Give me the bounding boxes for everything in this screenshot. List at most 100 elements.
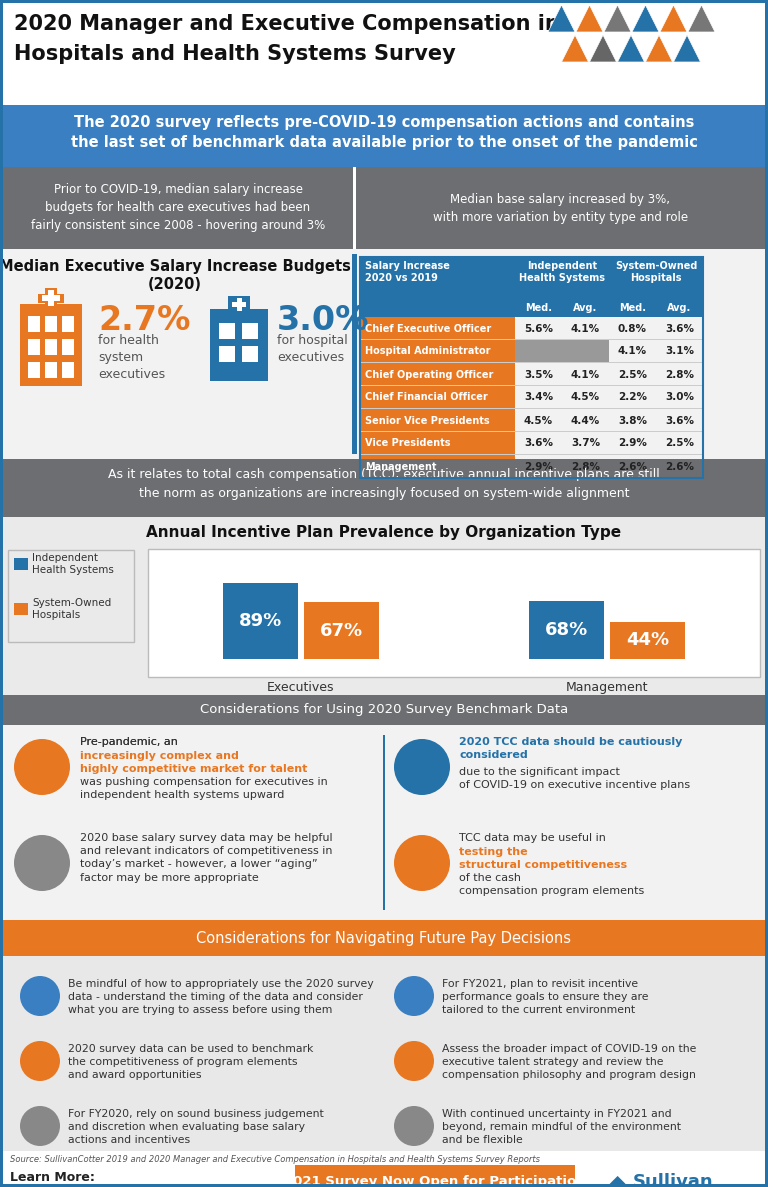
Circle shape (394, 1041, 434, 1081)
Text: 5.6%: 5.6% (524, 324, 553, 334)
Bar (656, 386, 703, 410)
Text: 3.8%: 3.8% (618, 415, 647, 425)
Bar (219, 345, 235, 362)
Text: Chief Executive Officer: Chief Executive Officer (365, 324, 492, 334)
Bar (515, 386, 562, 410)
Bar (232, 301, 246, 307)
Text: of the cash
compensation program elements: of the cash compensation program element… (459, 872, 644, 896)
Bar (28, 316, 40, 332)
Bar (609, 363, 656, 386)
Bar (562, 455, 609, 478)
Text: Learn More:: Learn More: (10, 1172, 95, 1183)
Bar (515, 432, 562, 455)
Bar (360, 258, 703, 478)
Text: Median base salary increased by 3%,
with more variation by entity type and role: Median base salary increased by 3%, with… (433, 192, 688, 223)
Polygon shape (660, 5, 687, 32)
Polygon shape (590, 34, 617, 62)
Bar (3, 167, 353, 249)
Bar (0, 459, 768, 518)
Text: 4.1%: 4.1% (618, 347, 647, 356)
Text: 2020 TCC data should be cautiously
considered: 2020 TCC data should be cautiously consi… (459, 737, 683, 760)
Text: Sullivan: Sullivan (633, 1173, 713, 1187)
Bar (242, 345, 258, 362)
Text: 4.4%: 4.4% (571, 415, 600, 425)
Text: With continued uncertainty in FY2021 and
beyond, remain mindful of the environme: With continued uncertainty in FY2021 and… (442, 1109, 681, 1145)
Text: ◆: ◆ (608, 1173, 627, 1187)
Bar (242, 323, 258, 339)
Text: TCC data may be useful in: TCC data may be useful in (459, 833, 609, 843)
Bar (62, 339, 74, 355)
Text: Independent
Health Systems: Independent Health Systems (519, 261, 605, 284)
Polygon shape (604, 5, 631, 32)
Text: independent health systems upward: independent health systems upward (80, 791, 284, 800)
Bar (210, 309, 268, 381)
Bar (14, 603, 28, 615)
Text: 2.5%: 2.5% (665, 438, 694, 449)
Text: Med.: Med. (525, 303, 552, 313)
Circle shape (394, 834, 450, 891)
Text: for hospital
executives: for hospital executives (277, 334, 348, 364)
Text: 3.6%: 3.6% (524, 438, 553, 449)
Bar (529, 601, 604, 659)
Bar (62, 362, 74, 377)
Bar (360, 363, 515, 386)
Bar (0, 0, 768, 104)
Circle shape (394, 976, 434, 1016)
Text: 67%: 67% (320, 622, 363, 640)
Circle shape (394, 740, 450, 795)
Text: 2.9%: 2.9% (618, 438, 647, 449)
Text: Chief Financial Officer: Chief Financial Officer (365, 393, 488, 402)
Text: due to the significant impact
of COVID-19 on executive incentive plans: due to the significant impact of COVID-1… (459, 767, 690, 791)
Text: ✉: ✉ (415, 758, 429, 776)
Text: Vice Presidents: Vice Presidents (365, 438, 451, 449)
Bar (562, 386, 609, 410)
Text: Senior Vice Presidents: Senior Vice Presidents (365, 415, 490, 425)
Polygon shape (645, 34, 673, 62)
Text: 📊: 📊 (37, 853, 47, 872)
Text: 44%: 44% (626, 631, 669, 649)
Text: 4.5%: 4.5% (524, 415, 553, 425)
Bar (223, 583, 298, 659)
Bar (656, 410, 703, 432)
Text: Independent
Health Systems: Independent Health Systems (32, 553, 114, 576)
Bar (0, 518, 768, 696)
Circle shape (20, 976, 60, 1016)
Bar (3, 725, 765, 920)
Bar (219, 323, 235, 339)
Text: testing the
structural competitiveness: testing the structural competitiveness (459, 848, 627, 870)
Bar (562, 317, 609, 339)
Text: Hospital Administrator: Hospital Administrator (365, 347, 491, 356)
Bar (0, 0, 768, 4)
Bar (609, 386, 656, 410)
Bar (3, 920, 765, 956)
Bar (609, 317, 656, 339)
Text: Annual Incentive Plan Prevalence by Organization Type: Annual Incentive Plan Prevalence by Orga… (147, 525, 621, 540)
Text: Hospitals and Health Systems Survey: Hospitals and Health Systems Survey (14, 44, 455, 64)
Bar (360, 432, 515, 455)
Bar (237, 298, 242, 311)
Bar (3, 956, 765, 1151)
Bar (28, 339, 40, 355)
Polygon shape (576, 5, 603, 32)
Text: highly competitive market for talent: highly competitive market for talent (80, 764, 307, 774)
Polygon shape (674, 34, 700, 62)
Bar (360, 386, 515, 410)
Bar (0, 1183, 768, 1187)
Text: 2020 Manager and Executive Compensation in: 2020 Manager and Executive Compensation … (14, 14, 560, 34)
Bar (765, 0, 768, 1187)
Text: Management: Management (566, 681, 648, 694)
Bar (656, 363, 703, 386)
Text: 3: 3 (34, 1117, 46, 1135)
Bar (45, 288, 57, 307)
Bar (42, 296, 60, 301)
Bar (3, 696, 765, 725)
Bar (360, 410, 515, 432)
Text: 3.0%: 3.0% (277, 304, 369, 337)
Text: 2.9%: 2.9% (524, 462, 553, 471)
Text: 5: 5 (408, 1052, 420, 1069)
Text: Considerations for Using 2020 Survey Benchmark Data: Considerations for Using 2020 Survey Ben… (200, 704, 568, 717)
Bar (360, 317, 515, 339)
Bar (0, 1151, 768, 1187)
Circle shape (14, 834, 70, 891)
Text: Median Executive Salary Increase Budgets: Median Executive Salary Increase Budgets (0, 259, 351, 274)
